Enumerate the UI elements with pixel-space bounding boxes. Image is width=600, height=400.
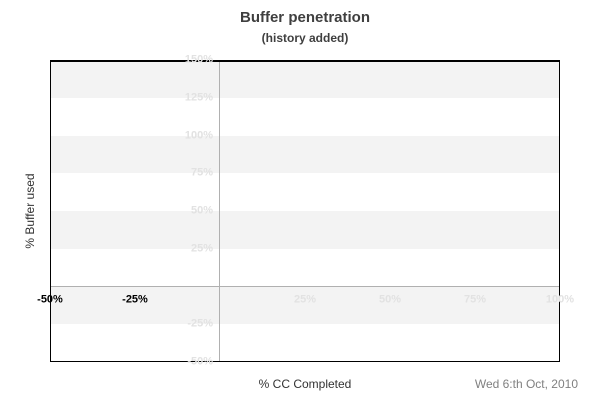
y-tick-label: 25%: [190, 242, 213, 255]
y-tick-label: -25%: [187, 317, 213, 330]
y-tick-label: 150%: [184, 53, 213, 66]
x-axis-title: % CC Completed: [258, 377, 352, 391]
plot-area-border: [50, 60, 560, 362]
y-tick-label: -50%: [187, 355, 213, 368]
x-tick-label: -50%: [37, 293, 63, 306]
zero-horizontal-line: [50, 286, 560, 287]
date-label: Wed 6:th Oct, 2010: [474, 377, 578, 391]
y-tick-label: 100%: [184, 129, 213, 141]
chart-subtitle: (history added): [261, 31, 349, 45]
x-tick-label: 100%: [545, 293, 575, 306]
y-tick-label: 125%: [184, 91, 213, 104]
chart-title: Buffer penetration: [239, 9, 370, 26]
grid-band: [50, 286, 560, 325]
y-tick-label: 75%: [190, 166, 213, 179]
x-tick-label: 25%: [293, 293, 317, 306]
grid-band: [50, 211, 560, 249]
y-tick-label: 50%: [190, 204, 213, 217]
x-tick-label: 75%: [463, 293, 487, 306]
x-tick-label: -25%: [122, 293, 148, 306]
grid-band: [50, 60, 560, 98]
zero-vertical-line: [219, 60, 220, 362]
grid-band: [50, 135, 560, 174]
y-axis-title: % Buffer used: [23, 173, 37, 249]
x-tick-label: 50%: [378, 293, 402, 306]
